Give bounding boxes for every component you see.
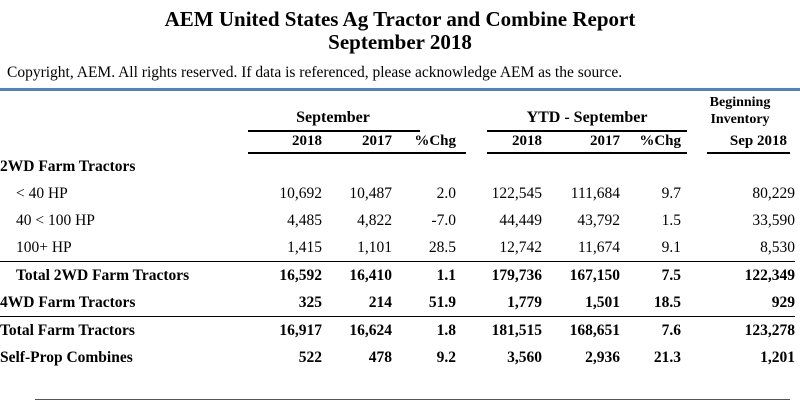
row-label: 2WD Farm Tractors: [0, 157, 136, 175]
col-header: 2018: [512, 133, 542, 149]
cell-value: [542, 153, 620, 180]
cell-value: 7.6: [620, 316, 681, 344]
cell-value: 1.5: [661, 211, 681, 229]
cell-value: 28.5: [428, 238, 456, 256]
cell-value: [260, 153, 322, 180]
cell-value: 1.8: [392, 316, 456, 344]
col-header: 2017: [362, 133, 392, 149]
cell-value: 214: [368, 293, 392, 311]
cell-value: 80,229: [752, 184, 795, 202]
row-label: 100+ HP: [16, 238, 72, 256]
table-row: 40 < 100 HP 4,485 4,822 -7.0 44,449 43,792 1.5…: [0, 207, 795, 234]
col-header: %Chg: [414, 133, 456, 149]
row-label: Total Farm Tractors: [0, 316, 260, 344]
cell-value: 11,674: [577, 238, 620, 256]
row-label: Self-Prop Combines: [0, 348, 133, 366]
cell-value: 1.1: [392, 261, 456, 289]
cell-value: 325: [298, 293, 322, 311]
cell-value: 16,592: [260, 261, 322, 289]
cell-value: 123,278: [681, 316, 795, 344]
cell-value: 1,101: [357, 238, 392, 256]
cell-value: 478: [368, 348, 392, 366]
header-underline: [487, 152, 687, 154]
cell-value: [456, 153, 542, 180]
cell-value: 168,651: [542, 316, 620, 344]
cell-value: 4,822: [357, 211, 392, 229]
table-row: 2WD Farm Tractors: [0, 153, 795, 180]
cell-value: 33,590: [752, 211, 795, 229]
table-row: Total Farm Tractors 16,917 16,624 1.8 181,51…: [0, 316, 795, 344]
row-label: Total 2WD Farm Tractors: [0, 261, 260, 289]
table-row: < 40 HP 10,692 10,487 2.0 122,545 111,684 9.7 8…: [0, 180, 795, 207]
cell-value: 122,349: [681, 261, 795, 289]
cell-value: 1,415: [287, 238, 322, 256]
cell-value: 7.5: [620, 261, 681, 289]
cell-value: 1,501: [585, 293, 620, 311]
cell-value: 2.0: [436, 184, 456, 202]
cell-value: 51.9: [428, 293, 456, 311]
cell-value: 16,624: [322, 316, 392, 344]
cell-value: [322, 153, 392, 180]
cell-value: 2,936: [585, 348, 620, 366]
col-header: Sep 2018: [729, 133, 787, 149]
cell-value: 4,485: [287, 211, 322, 229]
cell-value: 167,150: [542, 261, 620, 289]
row-label: 40 < 100 HP: [16, 211, 95, 229]
cell-value: 111,684: [570, 184, 620, 202]
cell-value: 16,410: [322, 261, 392, 289]
cell-value: 929: [771, 293, 795, 311]
cell-value: 9.1: [661, 238, 681, 256]
inventory-header: Inventory: [710, 112, 770, 127]
cell-value: 12,742: [499, 238, 542, 256]
cell-value: 43,792: [577, 211, 620, 229]
header-underline: [248, 152, 466, 154]
header-underline: [707, 152, 790, 154]
cell-value: [392, 153, 456, 180]
table-row: 4WD Farm Tractors 325 214 51.9 1,779 1,501 18.…: [0, 289, 795, 317]
cell-value: -7.0: [431, 211, 456, 229]
report-title: AEM United States Ag Tractor and Combine…: [164, 7, 636, 31]
cell-value: 9.7: [661, 184, 681, 202]
cell-value: [620, 153, 681, 180]
cell-value: 1,201: [760, 348, 795, 366]
cell-value: 18.5: [653, 293, 681, 311]
group-header-month: September: [296, 109, 370, 126]
col-header: 2018: [292, 133, 322, 149]
row-label: < 40 HP: [16, 184, 68, 202]
row-label: 4WD Farm Tractors: [0, 293, 136, 311]
table-row: 100+ HP 1,415 1,101 28.5 12,742 11,674 9.1 8,53…: [0, 234, 795, 262]
header-divider: [0, 88, 800, 91]
cell-value: 21.3: [653, 348, 681, 366]
group-underline-ytd: [487, 130, 687, 132]
cell-value: 179,736: [456, 261, 542, 289]
cell-value: 16,917: [260, 316, 322, 344]
col-header: %Chg: [639, 133, 681, 149]
tractor-data-table: 2WD Farm Tractors < 40 HP 10,692 10,487 2.0 1…: [0, 153, 795, 371]
group-underline-month: [248, 130, 420, 132]
table-row: Total 2WD Farm Tractors 16,592 16,410 1.1 17…: [0, 261, 795, 289]
col-header: 2017: [590, 133, 620, 149]
beginning-header: Beginning: [709, 95, 771, 110]
cell-value: 522: [298, 348, 322, 366]
cell-value: 44,449: [499, 211, 542, 229]
cell-value: 181,515: [456, 316, 542, 344]
cell-value: 3,560: [507, 348, 542, 366]
table-row: Self-Prop Combines 522 478 9.2 3,560 2,936 21.…: [0, 344, 795, 371]
copyright-notice: Copyright, AEM. All rights reserved. If …: [7, 64, 623, 81]
report-period: September 2018: [328, 30, 472, 54]
cell-value: 122,545: [491, 184, 542, 202]
group-header-ytd: YTD - September: [526, 109, 648, 126]
cell-value: 9.2: [436, 348, 456, 366]
footer-divider: [35, 399, 790, 400]
cell-value: 1,779: [507, 293, 542, 311]
cell-value: 8,530: [760, 238, 795, 256]
cell-value: 10,487: [349, 184, 392, 202]
cell-value: 10,692: [279, 184, 322, 202]
cell-value: [681, 153, 795, 180]
